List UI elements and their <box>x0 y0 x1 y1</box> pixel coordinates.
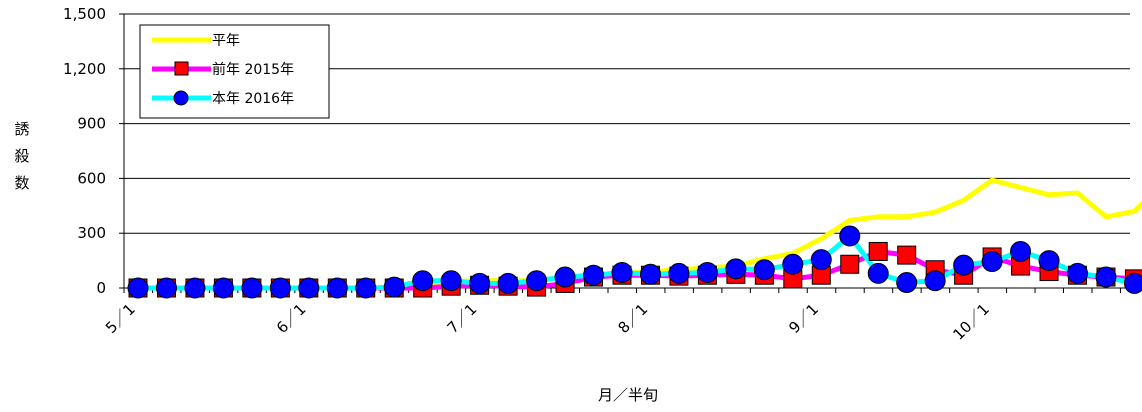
y-axis-title-char-3: 数 <box>14 174 29 192</box>
marker-2016-circle <box>753 259 775 281</box>
y-tick-label: 900 <box>77 115 106 133</box>
y-tick-label: 1,500 <box>63 5 106 23</box>
marker-2015-square <box>897 245 917 265</box>
y-axis-title-char-1: 誘 <box>14 120 29 138</box>
legend: 平年 前年 2015年 本年 2016年 <box>139 24 330 119</box>
marker-2016-circle <box>212 277 234 299</box>
marker-2016-circle <box>1010 240 1032 262</box>
x-tick-label: 10／1 <box>949 300 993 344</box>
marker-2016-circle <box>1123 272 1142 294</box>
marker-2016-circle <box>782 253 804 275</box>
marker-2016-circle <box>497 272 519 294</box>
x-tick-label: 7／1 <box>444 300 481 337</box>
marker-2015-square <box>840 254 860 274</box>
marker-2016-circle <box>155 277 177 299</box>
series-markers <box>127 225 1142 299</box>
y-tick-label: 0 <box>96 279 106 297</box>
marker-2016-circle <box>554 266 576 288</box>
marker-2016-circle <box>867 262 889 284</box>
marker-2016-circle <box>383 276 405 298</box>
x-tick-label: 9／1 <box>785 300 822 337</box>
marker-2016-circle <box>241 277 263 299</box>
marker-2016-circle <box>639 263 661 285</box>
y-axis-title-char-2: 殺 <box>14 147 29 165</box>
marker-2016-circle <box>981 251 1003 273</box>
marker-2016-circle <box>127 277 149 299</box>
y-tick-label: 1,200 <box>63 60 106 78</box>
marker-2016-circle <box>440 270 462 292</box>
marker-2016-circle <box>696 261 718 283</box>
legend-marker-circle <box>173 90 189 106</box>
marker-2016-circle <box>412 270 434 292</box>
marker-2016-circle <box>810 249 832 271</box>
marker-2016-circle <box>298 277 320 299</box>
marker-2016-circle <box>1038 250 1060 272</box>
legend-label-honnen: 本年 2016年 <box>212 91 294 107</box>
legend-label-zennen: 前年 2015年 <box>212 61 294 78</box>
y-tick-label: 300 <box>77 224 106 242</box>
marker-2016-circle <box>1095 266 1117 288</box>
marker-2016-circle <box>1067 262 1089 284</box>
legend-marker-square <box>174 61 189 76</box>
legend-label-heinen: 平年 <box>212 33 240 49</box>
marker-2016-circle <box>326 277 348 299</box>
marker-2016-circle <box>953 254 975 276</box>
x-axis-title: 月／半旬 <box>598 386 658 404</box>
marker-2015-square <box>868 241 888 261</box>
x-tick-label: 5／1 <box>102 300 139 337</box>
x-tick-label: 8／1 <box>614 300 651 337</box>
y-axis: 0 300 600 900 1,200 1,500 <box>63 5 125 297</box>
marker-2016-circle <box>896 272 918 294</box>
y-tick-label: 600 <box>77 169 106 187</box>
marker-2016-circle <box>355 277 377 299</box>
marker-2016-circle <box>668 262 690 284</box>
marker-2016-circle <box>469 272 491 294</box>
y-axis-title: 誘 殺 数 <box>14 120 29 192</box>
marker-2016-circle <box>924 270 946 292</box>
marker-2016-circle <box>583 264 605 286</box>
marker-2016-circle <box>725 258 747 280</box>
x-tick-label: 6／1 <box>273 300 310 337</box>
marker-2016-circle <box>269 277 291 299</box>
marker-2016-circle <box>526 270 548 292</box>
marker-2016-circle <box>611 261 633 283</box>
marker-2016-circle <box>839 225 861 247</box>
marker-2016-circle <box>184 277 206 299</box>
